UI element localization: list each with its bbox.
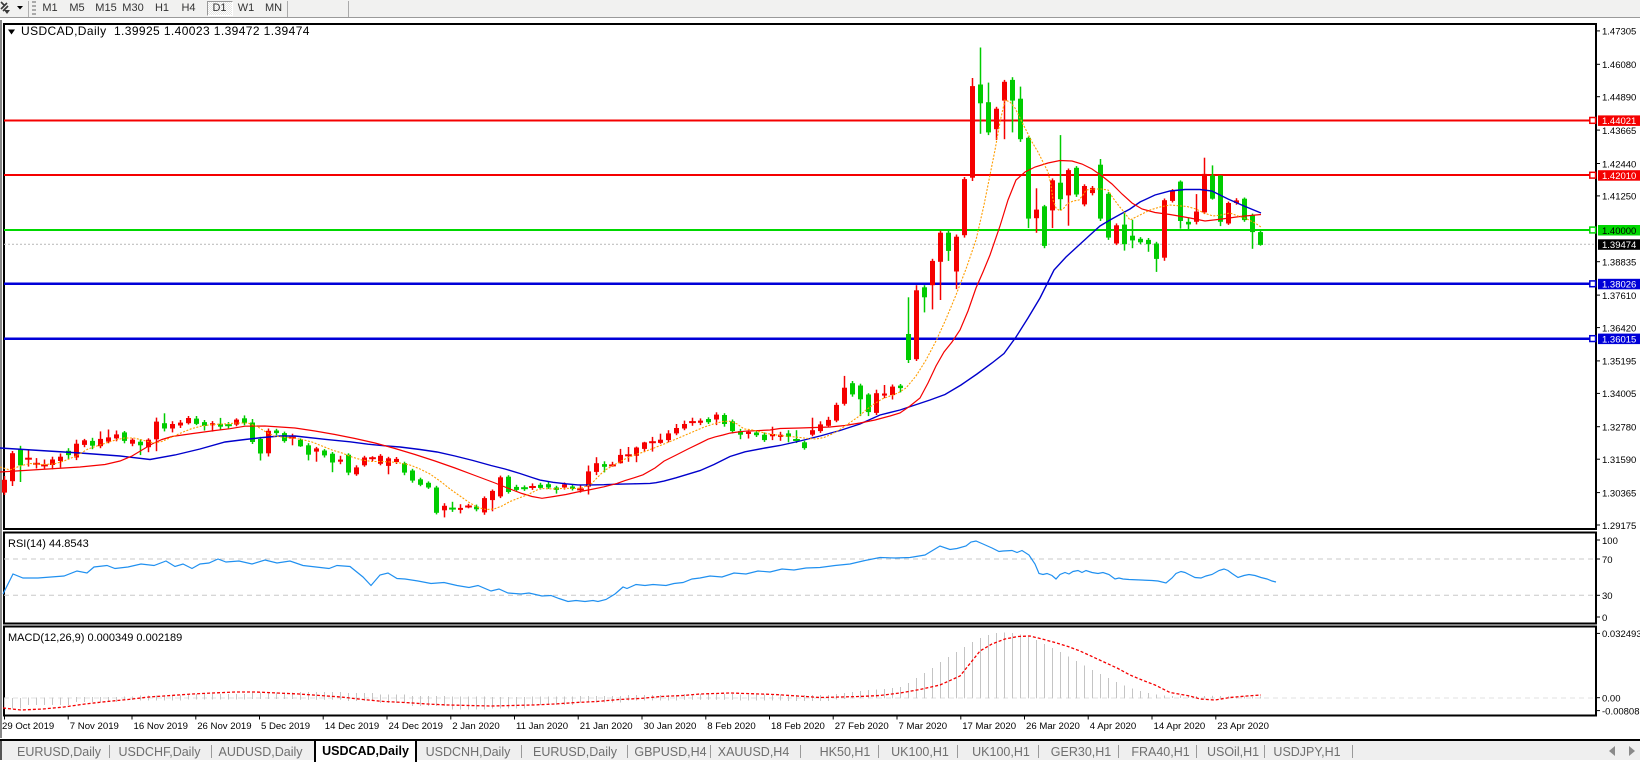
svg-text:1.38835: 1.38835: [1602, 258, 1636, 269]
svg-text:USDCAD,Daily 1.39925 1.40023: USDCAD,Daily 1.39925 1.40023 1.39472 1.3…: [21, 24, 310, 38]
svg-text:24 Dec 2019: 24 Dec 2019: [389, 721, 443, 732]
svg-text:1.42440: 1.42440: [1602, 159, 1636, 170]
svg-text:30: 30: [1602, 591, 1613, 602]
svg-text:1.42010: 1.42010: [1602, 171, 1636, 182]
svg-text:21 Jan 2020: 21 Jan 2020: [580, 721, 633, 732]
svg-text:1.37610: 1.37610: [1602, 291, 1636, 302]
svg-text:14 Apr 2020: 14 Apr 2020: [1154, 721, 1206, 732]
svg-text:2 Jan 2020: 2 Jan 2020: [452, 721, 499, 732]
svg-text:5 Dec 2019: 5 Dec 2019: [261, 721, 310, 732]
svg-text:100: 100: [1602, 536, 1618, 547]
svg-text:1.36420: 1.36420: [1602, 323, 1636, 334]
svg-text:0: 0: [1602, 613, 1607, 624]
svg-text:1.32780: 1.32780: [1602, 423, 1636, 434]
svg-text:1.43665: 1.43665: [1602, 126, 1636, 137]
svg-text:8 Feb 2020: 8 Feb 2020: [707, 721, 756, 732]
svg-text:14 Dec 2019: 14 Dec 2019: [325, 721, 379, 732]
svg-text:30 Jan 2020: 30 Jan 2020: [644, 721, 697, 732]
svg-text:29 Oct 2019: 29 Oct 2019: [2, 721, 54, 732]
svg-text:11 Jan 2020: 11 Jan 2020: [516, 721, 568, 732]
svg-text:26 Mar 2020: 26 Mar 2020: [1026, 721, 1080, 732]
svg-text:1.31590: 1.31590: [1602, 455, 1636, 466]
svg-text:17 Mar 2020: 17 Mar 2020: [962, 721, 1016, 732]
svg-text:7 Nov 2019: 7 Nov 2019: [70, 721, 119, 732]
svg-text:1.44021: 1.44021: [1602, 116, 1636, 127]
svg-text:-0.008086: -0.008086: [1602, 706, 1640, 717]
svg-text:7 Mar 2020: 7 Mar 2020: [899, 721, 948, 732]
svg-text:1.44890: 1.44890: [1602, 93, 1636, 104]
svg-text:RSI(14) 44.8543: RSI(14) 44.8543: [8, 538, 89, 550]
svg-text:1.30365: 1.30365: [1602, 488, 1636, 499]
svg-text:1.46080: 1.46080: [1602, 60, 1636, 71]
svg-text:MACD(12,26,9) 0.000349 0.00218: MACD(12,26,9) 0.000349 0.002189: [8, 632, 182, 644]
svg-text:1.34005: 1.34005: [1602, 389, 1636, 400]
svg-text:1.47305: 1.47305: [1602, 27, 1636, 38]
svg-text:1.40000: 1.40000: [1602, 226, 1636, 237]
svg-text:1.39474: 1.39474: [1602, 240, 1636, 251]
svg-text:26 Nov 2019: 26 Nov 2019: [197, 721, 251, 732]
svg-text:1.38026: 1.38026: [1602, 280, 1636, 291]
svg-text:70: 70: [1602, 555, 1613, 566]
svg-text:23 Apr 2020: 23 Apr 2020: [1217, 721, 1269, 732]
svg-text:0.00: 0.00: [1602, 694, 1621, 705]
svg-text:1.29175: 1.29175: [1602, 521, 1636, 532]
svg-text:1.41250: 1.41250: [1602, 192, 1636, 203]
svg-text:0.032493: 0.032493: [1602, 629, 1640, 640]
svg-text:4 Apr 2020: 4 Apr 2020: [1090, 721, 1136, 732]
svg-text:27 Feb 2020: 27 Feb 2020: [835, 721, 889, 732]
svg-text:18 Feb 2020: 18 Feb 2020: [771, 721, 825, 732]
svg-text:16 Nov 2019: 16 Nov 2019: [134, 721, 188, 732]
svg-text:1.35195: 1.35195: [1602, 357, 1636, 368]
svg-text:1.36015: 1.36015: [1602, 334, 1636, 345]
